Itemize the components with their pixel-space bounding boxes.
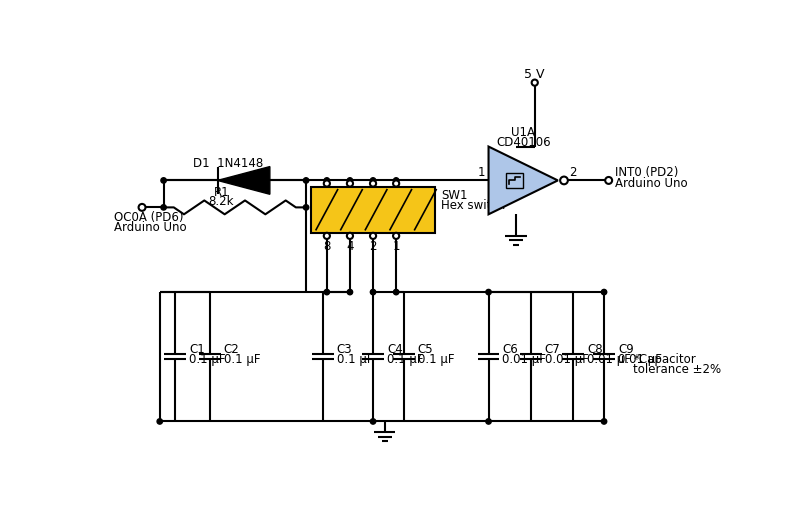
Polygon shape bbox=[218, 166, 270, 194]
Circle shape bbox=[394, 290, 399, 295]
Text: OC0A (PD6): OC0A (PD6) bbox=[114, 211, 184, 224]
Text: D1  1N4148: D1 1N4148 bbox=[193, 157, 263, 170]
Text: 8.2k: 8.2k bbox=[209, 195, 234, 209]
Text: 0.1 μF: 0.1 μF bbox=[418, 353, 454, 366]
Text: C9: C9 bbox=[618, 343, 634, 356]
Circle shape bbox=[161, 178, 166, 183]
Circle shape bbox=[486, 290, 491, 295]
Text: 0.1 μF: 0.1 μF bbox=[337, 353, 374, 366]
Circle shape bbox=[370, 178, 376, 183]
Circle shape bbox=[393, 233, 399, 239]
Text: Hex switch: Hex switch bbox=[441, 200, 505, 212]
Circle shape bbox=[161, 205, 166, 210]
Text: SW1: SW1 bbox=[441, 189, 467, 203]
Circle shape bbox=[138, 204, 146, 211]
Circle shape bbox=[157, 419, 162, 424]
Text: 4: 4 bbox=[346, 240, 354, 253]
Text: 2: 2 bbox=[570, 166, 577, 179]
Text: 0.01 μF: 0.01 μF bbox=[502, 353, 546, 366]
Text: Arduino Uno: Arduino Uno bbox=[114, 221, 187, 234]
Text: C6: C6 bbox=[502, 343, 518, 356]
Text: 0.01 μF: 0.01 μF bbox=[545, 353, 589, 366]
Circle shape bbox=[532, 79, 538, 86]
Circle shape bbox=[602, 290, 606, 295]
Circle shape bbox=[347, 180, 353, 187]
Circle shape bbox=[303, 178, 309, 183]
Circle shape bbox=[303, 205, 309, 210]
Text: 0.01 μF: 0.01 μF bbox=[618, 353, 662, 366]
Text: INT0 (PD2): INT0 (PD2) bbox=[615, 166, 678, 179]
Polygon shape bbox=[489, 147, 558, 214]
Text: C2: C2 bbox=[224, 343, 239, 356]
Text: 0.1 μF: 0.1 μF bbox=[387, 353, 423, 366]
Circle shape bbox=[324, 233, 330, 239]
Text: U1A: U1A bbox=[511, 126, 535, 139]
Text: 0.1 μF: 0.1 μF bbox=[224, 353, 260, 366]
Circle shape bbox=[324, 178, 330, 183]
Text: 0.1 μF: 0.1 μF bbox=[189, 353, 226, 366]
Text: R1: R1 bbox=[214, 186, 229, 199]
Circle shape bbox=[486, 419, 491, 424]
Circle shape bbox=[370, 290, 376, 295]
Text: 1: 1 bbox=[478, 166, 486, 179]
Circle shape bbox=[394, 178, 399, 183]
Circle shape bbox=[324, 290, 330, 295]
Text: C4: C4 bbox=[387, 343, 402, 356]
Circle shape bbox=[370, 180, 376, 187]
Bar bbox=[506, 173, 523, 188]
Circle shape bbox=[393, 180, 399, 187]
Circle shape bbox=[370, 419, 376, 424]
Text: C1: C1 bbox=[189, 343, 205, 356]
Circle shape bbox=[347, 178, 353, 183]
Circle shape bbox=[324, 180, 330, 187]
Circle shape bbox=[347, 233, 353, 239]
Circle shape bbox=[602, 419, 606, 424]
Circle shape bbox=[370, 233, 376, 239]
Text: CD40106: CD40106 bbox=[496, 136, 550, 149]
Circle shape bbox=[560, 177, 568, 184]
Text: tolerance ±2%: tolerance ±2% bbox=[634, 363, 722, 376]
Text: C3: C3 bbox=[337, 343, 353, 356]
Text: Arduino Uno: Arduino Uno bbox=[615, 177, 687, 190]
Text: *Capacitor: *Capacitor bbox=[634, 353, 696, 366]
Text: 5 V: 5 V bbox=[525, 68, 545, 81]
Text: 0.01 μF: 0.01 μF bbox=[587, 353, 631, 366]
Text: 1: 1 bbox=[392, 240, 400, 253]
Circle shape bbox=[605, 177, 612, 184]
Circle shape bbox=[347, 290, 353, 295]
Text: 2: 2 bbox=[370, 240, 377, 253]
Bar bbox=[311, 187, 434, 233]
Text: C8: C8 bbox=[587, 343, 602, 356]
Text: C7: C7 bbox=[545, 343, 561, 356]
Text: 8: 8 bbox=[323, 240, 330, 253]
Text: C5: C5 bbox=[418, 343, 434, 356]
